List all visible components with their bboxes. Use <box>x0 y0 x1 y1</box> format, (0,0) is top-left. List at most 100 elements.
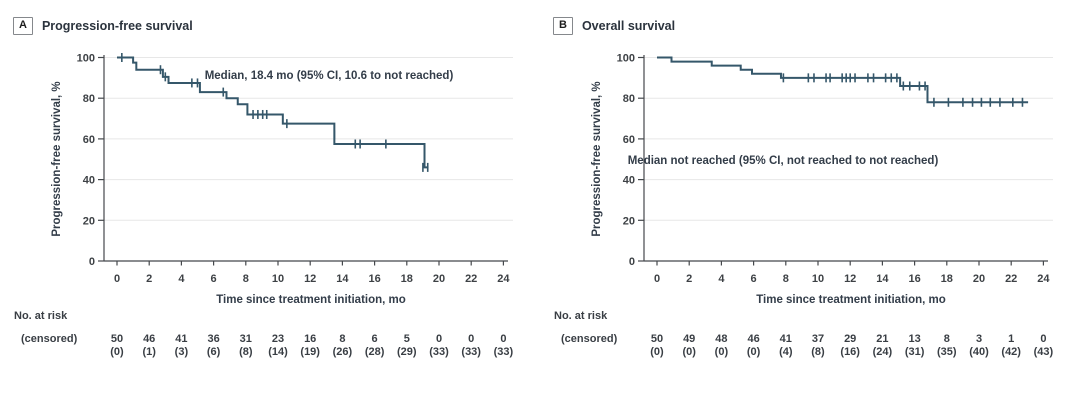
at-risk-value: 3 <box>976 333 982 345</box>
at-risk-value: 41 <box>175 333 187 345</box>
at-risk-value: 5 <box>404 333 410 345</box>
x-ticks: 0 2 4 6 8 10 12 14 16 18 20 22 24 <box>654 261 1050 285</box>
y-tick-label: 0 <box>89 256 95 268</box>
at-risk-value: 0 <box>468 333 474 345</box>
censored-value: (4) <box>779 346 793 358</box>
y-tick-label: 80 <box>623 93 635 105</box>
panel-overall-survival: B Overall survival 0 20 40 60 80 100 0 2 4 6 8 10 12… <box>540 0 1080 400</box>
at-risk-value: 36 <box>207 333 219 345</box>
x-tick-label: 8 <box>243 273 249 285</box>
x-tick-label: 18 <box>401 273 413 285</box>
panel-a-title: Progression-free survival <box>41 19 193 33</box>
at-risk-value: 1 <box>1008 333 1014 345</box>
y-axis-label: Progression-free survival, % <box>51 81 63 236</box>
y-tick-label: 20 <box>83 215 95 227</box>
risk-subheader: (censored) <box>21 333 78 345</box>
y-tick-label: 60 <box>83 134 95 146</box>
y-gridlines <box>104 57 513 221</box>
x-tick-label: 8 <box>783 273 789 285</box>
censored-value: (40) <box>969 346 989 358</box>
km-curve <box>657 56 1029 104</box>
censored-value: (8) <box>811 346 825 358</box>
x-tick-label: 14 <box>336 273 349 285</box>
censored-value: (43) <box>1034 346 1054 358</box>
x-ticks: 0 2 4 6 8 10 12 14 16 18 20 22 24 <box>114 261 510 285</box>
y-tick-label: 100 <box>617 53 635 65</box>
at-risk-value: 8 <box>339 333 345 345</box>
censored-value: (8) <box>239 346 253 358</box>
at-risk-value: 0 <box>500 333 506 345</box>
y-tick-label: 20 <box>623 215 635 227</box>
x-tick-label: 14 <box>876 273 889 285</box>
at-risk-value: 31 <box>240 333 252 345</box>
y-ticks: 0 20 40 60 80 100 <box>77 53 104 268</box>
x-tick-label: 20 <box>433 273 445 285</box>
at-risk-value: 29 <box>844 333 856 345</box>
at-risk-value: 49 <box>683 333 695 345</box>
at-risk-value: 13 <box>908 333 920 345</box>
y-tick-label: 40 <box>83 175 95 187</box>
x-tick-label: 24 <box>1037 273 1050 285</box>
censored-value: (31) <box>905 346 925 358</box>
censored-value: (19) <box>300 346 320 358</box>
censored-value: (14) <box>268 346 288 358</box>
at-risk-value: 0 <box>436 333 442 345</box>
censored-value: (35) <box>937 346 957 358</box>
at-risk-value: 8 <box>944 333 950 345</box>
censored-value: (24) <box>873 346 893 358</box>
y-ticks: 0 20 40 60 80 100 <box>617 53 644 268</box>
median-annotation: Median not reached (95% CI, not reached … <box>628 155 939 167</box>
at-risk-value: 41 <box>780 333 792 345</box>
x-tick-label: 24 <box>497 273 510 285</box>
x-tick-label: 10 <box>272 273 284 285</box>
x-tick-label: 16 <box>368 273 380 285</box>
censored-value: (0) <box>682 346 696 358</box>
x-tick-label: 16 <box>908 273 920 285</box>
censored-value: (0) <box>747 346 761 358</box>
x-tick-label: 12 <box>304 273 316 285</box>
x-tick-label: 10 <box>812 273 824 285</box>
y-tick-label: 60 <box>623 134 635 146</box>
at-risk-value: 46 <box>143 333 155 345</box>
censored-value: (33) <box>461 346 481 358</box>
x-axis-label: Time since treatment initiation, mo <box>756 294 946 306</box>
censored-value: (42) <box>1001 346 1021 358</box>
censored-value: (1) <box>142 346 156 358</box>
censored-value: (29) <box>397 346 417 358</box>
censored-value: (0) <box>110 346 124 358</box>
x-tick-label: 4 <box>718 273 725 285</box>
x-tick-label: 2 <box>686 273 692 285</box>
panel-a-letter-badge: A <box>13 17 33 35</box>
x-axis-label: Time since treatment initiation, mo <box>216 294 406 306</box>
y-tick-label: 80 <box>83 93 95 105</box>
panel-a-header: A Progression-free survival <box>13 15 540 37</box>
at-risk-value: 48 <box>715 333 727 345</box>
censored-value: (28) <box>365 346 385 358</box>
x-tick-label: 4 <box>178 273 185 285</box>
at-risk-value: 0 <box>1040 333 1046 345</box>
censored-value: (26) <box>333 346 353 358</box>
at-risk-value: 50 <box>111 333 123 345</box>
y-tick-label: 100 <box>77 53 95 65</box>
at-risk-value: 16 <box>304 333 316 345</box>
at-risk-value: 21 <box>876 333 888 345</box>
censored-value: (6) <box>207 346 221 358</box>
x-tick-label: 22 <box>465 273 477 285</box>
at-risk-value: 46 <box>747 333 759 345</box>
risk-subheader: (censored) <box>561 333 618 345</box>
censored-value: (0) <box>715 346 729 358</box>
at-risk-value: 6 <box>372 333 378 345</box>
censor-ticks <box>782 73 1024 107</box>
censored-row: (0) (1) (3) (6) (8) (14) (19) (26) (28) (29) (33) (… <box>110 346 513 358</box>
y-axis-label: Progression-free survival, % <box>591 81 603 236</box>
km-curve <box>117 56 429 169</box>
risk-header: No. at risk <box>554 310 608 322</box>
x-tick-label: 12 <box>844 273 856 285</box>
panel-progression-free-survival: A Progression-free survival 0 20 40 60 80 100… <box>13 15 540 359</box>
at-risk-value: 50 <box>651 333 663 345</box>
x-tick-label: 6 <box>211 273 217 285</box>
censored-value: (16) <box>840 346 860 358</box>
risk-header: No. at risk <box>14 310 68 322</box>
panel-b-title: Overall survival <box>581 19 676 33</box>
